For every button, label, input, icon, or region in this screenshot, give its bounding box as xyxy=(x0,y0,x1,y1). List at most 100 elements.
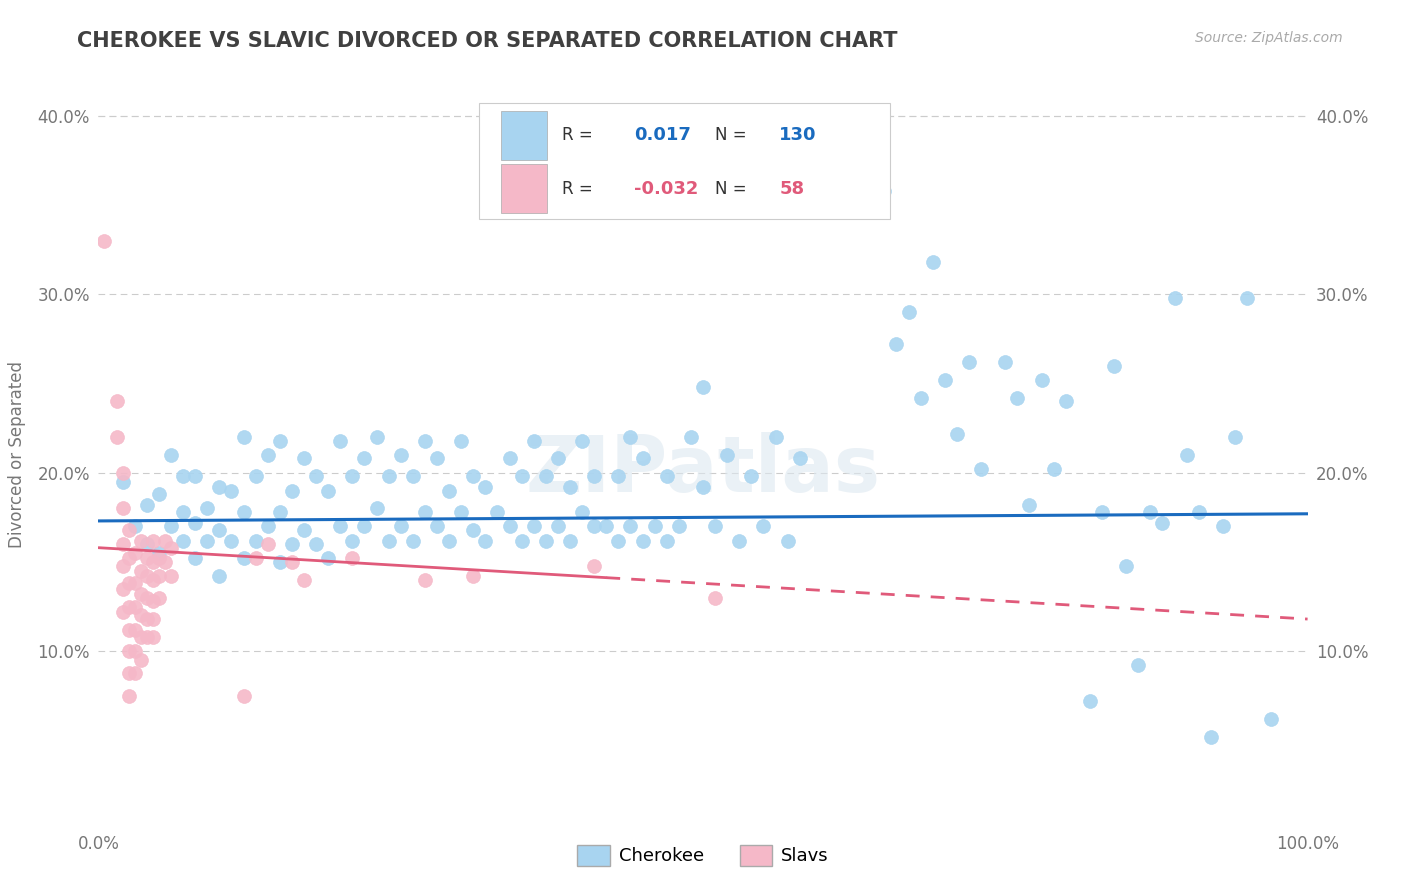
Point xyxy=(413,434,436,448)
Point xyxy=(305,537,328,551)
Point xyxy=(281,537,304,551)
Point xyxy=(1031,373,1053,387)
Point xyxy=(1115,558,1137,573)
Point xyxy=(463,469,485,483)
Point xyxy=(105,394,128,409)
Point xyxy=(510,469,533,483)
Point xyxy=(118,689,141,703)
Point xyxy=(342,551,364,566)
Point xyxy=(426,519,449,533)
Point xyxy=(583,469,606,483)
Point xyxy=(558,533,581,548)
Point xyxy=(776,533,799,548)
Point xyxy=(129,564,152,578)
Point xyxy=(135,551,157,566)
Point xyxy=(1042,462,1064,476)
Point xyxy=(463,569,485,583)
Point xyxy=(232,551,254,566)
Point xyxy=(148,487,170,501)
Point xyxy=(292,523,315,537)
Point xyxy=(292,451,315,466)
Point xyxy=(124,623,146,637)
Point xyxy=(366,430,388,444)
Point xyxy=(595,519,617,533)
Point xyxy=(124,665,146,680)
Point xyxy=(129,608,152,623)
Point xyxy=(402,533,425,548)
Point xyxy=(342,469,364,483)
Point xyxy=(118,623,141,637)
Point xyxy=(716,448,738,462)
Point xyxy=(789,451,811,466)
Point xyxy=(256,537,278,551)
Point xyxy=(498,519,520,533)
FancyBboxPatch shape xyxy=(501,111,547,160)
Point xyxy=(631,533,654,548)
Point xyxy=(486,505,509,519)
Text: N =: N = xyxy=(716,179,747,198)
Point xyxy=(1175,448,1198,462)
Point xyxy=(1188,505,1211,519)
Point xyxy=(142,533,165,548)
Point xyxy=(813,194,835,209)
Point xyxy=(752,519,775,533)
Point xyxy=(450,505,472,519)
Point xyxy=(142,612,165,626)
Point xyxy=(897,305,920,319)
Point xyxy=(474,533,496,548)
Point xyxy=(765,430,787,444)
Point xyxy=(142,594,165,608)
Point xyxy=(153,533,176,548)
Point xyxy=(413,573,436,587)
Point xyxy=(607,533,630,548)
Point xyxy=(129,587,152,601)
Point xyxy=(510,533,533,548)
Y-axis label: Divorced or Separated: Divorced or Separated xyxy=(8,361,27,549)
Point xyxy=(498,451,520,466)
Point xyxy=(124,576,146,591)
Point xyxy=(994,355,1017,369)
Point xyxy=(523,434,546,448)
Point xyxy=(135,612,157,626)
Point xyxy=(245,533,267,548)
Point xyxy=(269,555,291,569)
Point xyxy=(329,519,352,533)
Point xyxy=(886,337,908,351)
Point xyxy=(679,430,702,444)
Text: -0.032: -0.032 xyxy=(634,179,699,198)
Point xyxy=(184,551,207,566)
Point xyxy=(558,480,581,494)
Point xyxy=(1018,498,1040,512)
Point xyxy=(583,558,606,573)
Text: 130: 130 xyxy=(779,127,817,145)
FancyBboxPatch shape xyxy=(479,103,890,219)
Point xyxy=(1054,394,1077,409)
Point xyxy=(377,469,399,483)
Point xyxy=(135,498,157,512)
Point xyxy=(970,462,993,476)
Legend: Cherokee, Slavs: Cherokee, Slavs xyxy=(569,838,837,873)
Point xyxy=(534,533,557,548)
Point xyxy=(1139,505,1161,519)
Point xyxy=(463,523,485,537)
Point xyxy=(389,448,412,462)
Point xyxy=(172,533,194,548)
Point xyxy=(571,434,593,448)
Point xyxy=(1212,519,1234,533)
Point xyxy=(160,541,183,555)
Point xyxy=(366,501,388,516)
Point xyxy=(135,569,157,583)
Point xyxy=(377,533,399,548)
Point xyxy=(426,451,449,466)
Point xyxy=(619,519,641,533)
Point xyxy=(232,430,254,444)
Point xyxy=(118,644,141,658)
Point xyxy=(124,644,146,658)
Point xyxy=(111,558,134,573)
Point xyxy=(305,469,328,483)
Point xyxy=(1260,712,1282,726)
Point xyxy=(1223,430,1246,444)
Point xyxy=(547,451,569,466)
Point xyxy=(934,373,956,387)
Text: CHEROKEE VS SLAVIC DIVORCED OR SEPARATED CORRELATION CHART: CHEROKEE VS SLAVIC DIVORCED OR SEPARATED… xyxy=(77,31,898,51)
